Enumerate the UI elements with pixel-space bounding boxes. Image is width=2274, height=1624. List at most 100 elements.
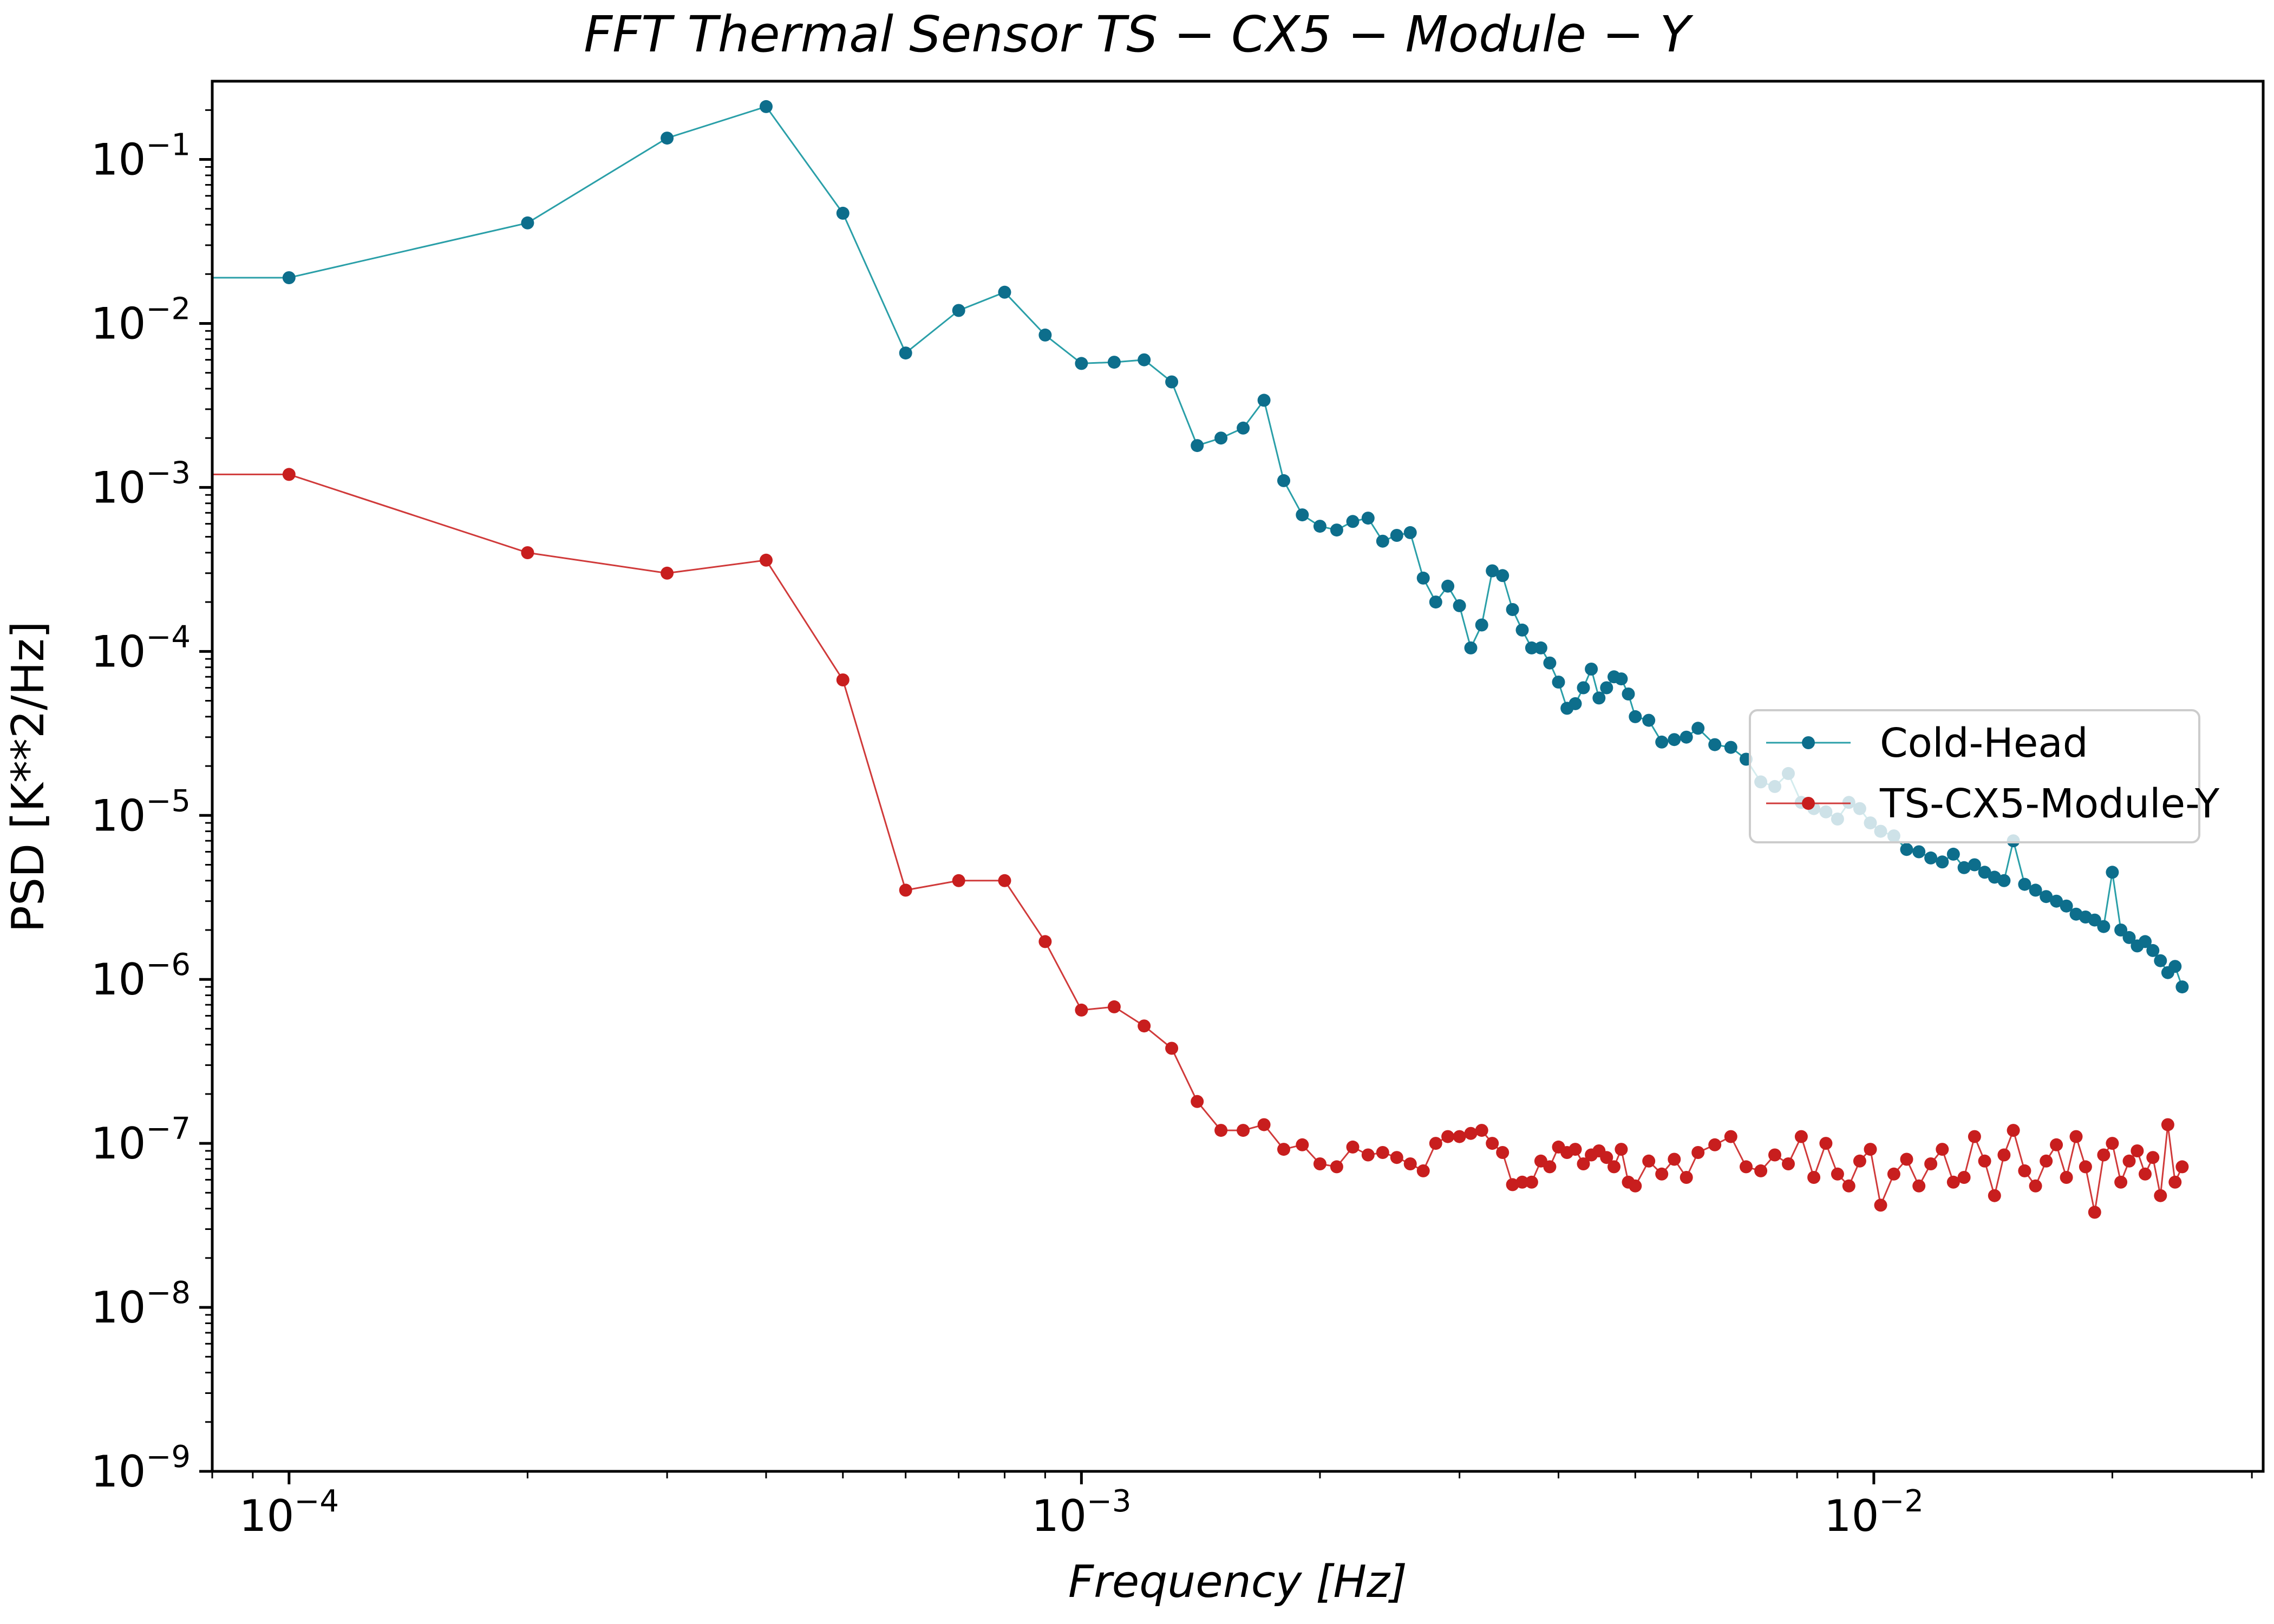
data-point <box>1874 1199 1887 1212</box>
data-point <box>1075 1003 1088 1017</box>
tick-label: 10−8 <box>91 1275 191 1333</box>
data-point <box>1668 733 1681 746</box>
data-point <box>1754 1164 1768 1177</box>
data-point <box>1441 1130 1455 1143</box>
data-point <box>1464 641 1478 654</box>
data-point <box>1608 1160 1620 1174</box>
data-point <box>1740 1160 1753 1174</box>
data-point <box>1680 1171 1693 1184</box>
tick-label: 10−4 <box>239 1484 339 1541</box>
data-point <box>899 883 912 897</box>
data-point <box>1453 1130 1466 1143</box>
data-point <box>1165 375 1179 389</box>
legend-label: TS-CX5-Module-Y <box>1879 781 2220 827</box>
x-axis-label: Frequency [Hz] <box>1068 1556 1407 1608</box>
data-point <box>1361 512 1375 525</box>
data-point <box>760 100 773 113</box>
data-point <box>1924 851 1938 865</box>
data-point <box>1453 599 1466 612</box>
data-point <box>1577 1157 1590 1170</box>
data-point <box>1390 1151 1403 1164</box>
data-point <box>1724 1130 1737 1143</box>
data-point <box>1912 845 1926 859</box>
data-point <box>1257 394 1271 407</box>
data-point <box>1515 1175 1529 1189</box>
data-point <box>1782 1157 1795 1170</box>
tick-label: 10−2 <box>91 291 191 349</box>
data-point <box>1525 1175 1538 1189</box>
legend-box <box>1749 709 2200 843</box>
data-point <box>1138 353 1151 366</box>
data-point <box>1237 1124 1250 1137</box>
data-point <box>661 132 674 145</box>
data-point <box>1464 1127 1478 1140</box>
data-point <box>1655 735 1669 749</box>
data-point <box>952 304 965 317</box>
data-point <box>1629 1179 1642 1193</box>
data-point <box>1708 738 1722 751</box>
data-point <box>1376 534 1389 548</box>
legend-entry: Cold-Head <box>1766 720 2088 767</box>
data-point <box>1936 855 1949 869</box>
data-point <box>2122 1154 2136 1168</box>
data-point <box>1708 1138 1722 1151</box>
data-point <box>1429 1137 1442 1150</box>
data-point <box>2050 894 2063 908</box>
data-point <box>2154 954 2167 967</box>
data-point <box>1957 1171 1971 1184</box>
data-point <box>1968 858 1981 872</box>
tick-label: 10−1 <box>91 128 191 185</box>
data-point <box>1390 529 1403 542</box>
data-point <box>2131 1144 2144 1157</box>
data-point <box>1038 935 1052 948</box>
data-point <box>661 566 674 580</box>
data-point <box>1475 1124 1488 1137</box>
y-axis: 10−9 10−8 10−7 10−6 10−5 10−4 10−3 10−2 10−1 <box>91 109 212 1497</box>
data-point <box>2029 883 2042 897</box>
data-point <box>1569 1143 1582 1156</box>
data-point <box>1642 713 1656 727</box>
data-point <box>1214 1124 1228 1137</box>
data-point <box>1936 1143 1949 1156</box>
plot-frame <box>211 80 2265 1473</box>
data-point <box>1496 569 1510 582</box>
data-point <box>1819 1137 1833 1150</box>
data-point <box>1506 603 1519 616</box>
data-point <box>1988 1189 2001 1202</box>
data-point <box>1191 439 1204 453</box>
chart-title: FFT Thermal Sensor TS − CX5 − Module − Y <box>584 5 1694 63</box>
data-point <box>760 553 773 567</box>
data-point <box>2175 980 2189 994</box>
data-point <box>2088 913 2101 927</box>
data-point <box>2122 931 2136 944</box>
data-point <box>2069 1130 2083 1143</box>
data-point <box>1577 681 1590 695</box>
data-point <box>1615 1143 1628 1156</box>
data-point <box>1429 595 1442 609</box>
data-point <box>1257 1118 1271 1131</box>
legend: Cold-Head TS-CX5-Module-Y <box>1749 709 2220 843</box>
data-point <box>1107 1000 1121 1013</box>
data-point <box>1997 1148 2011 1162</box>
data-point <box>521 216 534 230</box>
legend-marker <box>1802 736 1815 749</box>
data-point <box>2060 899 2073 913</box>
data-point <box>2146 1151 2160 1164</box>
data-point <box>1330 523 1343 537</box>
data-point <box>1486 564 1499 578</box>
data-point <box>1313 520 1327 533</box>
data-point <box>1038 328 1052 342</box>
data-point <box>2139 1167 2152 1181</box>
data-point <box>1655 1167 1669 1181</box>
data-point <box>1968 1130 1981 1143</box>
data-point <box>1622 687 1635 700</box>
data-point <box>2106 1137 2119 1150</box>
data-point <box>1600 681 1613 695</box>
data-point <box>1864 1143 1877 1156</box>
data-point <box>2050 1138 2063 1151</box>
data-point <box>1277 1143 1290 1156</box>
data-point <box>2018 1164 2031 1177</box>
data-point <box>2154 1189 2167 1202</box>
data-point <box>2097 920 2110 933</box>
data-point <box>836 206 850 220</box>
